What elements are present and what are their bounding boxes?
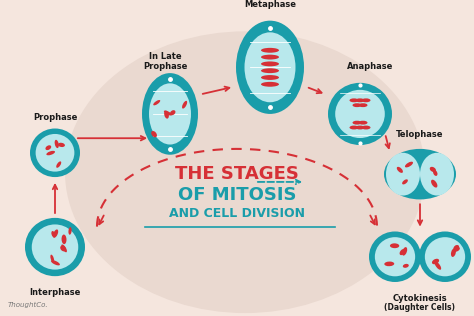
- Ellipse shape: [164, 111, 169, 118]
- Ellipse shape: [53, 229, 58, 238]
- Ellipse shape: [32, 224, 78, 270]
- Ellipse shape: [356, 98, 365, 102]
- Ellipse shape: [402, 179, 408, 185]
- Ellipse shape: [50, 255, 54, 262]
- Ellipse shape: [454, 247, 460, 252]
- Ellipse shape: [390, 243, 399, 248]
- Ellipse shape: [261, 48, 279, 53]
- Text: THE STAGES: THE STAGES: [175, 165, 299, 183]
- Ellipse shape: [400, 249, 405, 255]
- Ellipse shape: [432, 259, 439, 264]
- Ellipse shape: [164, 111, 172, 116]
- Ellipse shape: [170, 110, 175, 115]
- Ellipse shape: [353, 121, 362, 125]
- Text: Telophase: Telophase: [396, 130, 444, 139]
- Ellipse shape: [433, 170, 438, 176]
- Text: Prophase: Prophase: [33, 113, 77, 122]
- Ellipse shape: [358, 121, 367, 125]
- Text: (Daughter Cells): (Daughter Cells): [384, 303, 456, 313]
- Ellipse shape: [358, 103, 367, 107]
- Ellipse shape: [369, 232, 421, 282]
- Ellipse shape: [149, 83, 191, 144]
- Ellipse shape: [405, 162, 413, 167]
- Ellipse shape: [425, 237, 465, 276]
- Ellipse shape: [30, 129, 80, 177]
- Ellipse shape: [431, 180, 438, 188]
- Ellipse shape: [261, 55, 279, 59]
- Ellipse shape: [46, 151, 55, 155]
- Ellipse shape: [454, 245, 459, 251]
- Ellipse shape: [335, 90, 385, 138]
- Ellipse shape: [236, 21, 304, 114]
- Ellipse shape: [62, 234, 66, 244]
- Ellipse shape: [386, 153, 420, 196]
- Ellipse shape: [142, 73, 198, 155]
- Ellipse shape: [55, 140, 59, 148]
- Ellipse shape: [68, 227, 72, 235]
- Text: Prophase: Prophase: [143, 62, 187, 71]
- Ellipse shape: [384, 262, 394, 266]
- Ellipse shape: [384, 149, 456, 199]
- Ellipse shape: [60, 246, 66, 251]
- Ellipse shape: [356, 125, 365, 130]
- Ellipse shape: [65, 31, 425, 313]
- Ellipse shape: [151, 131, 157, 137]
- Ellipse shape: [56, 161, 61, 168]
- Ellipse shape: [435, 262, 441, 270]
- Ellipse shape: [362, 125, 371, 130]
- Ellipse shape: [182, 101, 187, 109]
- Ellipse shape: [245, 32, 295, 102]
- Ellipse shape: [349, 98, 358, 102]
- Ellipse shape: [397, 167, 403, 173]
- Ellipse shape: [419, 232, 471, 282]
- Ellipse shape: [362, 98, 371, 102]
- Text: In Late: In Late: [149, 52, 182, 62]
- Ellipse shape: [58, 143, 65, 147]
- Text: OF MITOSIS: OF MITOSIS: [178, 185, 296, 204]
- Ellipse shape: [451, 248, 456, 257]
- Ellipse shape: [61, 245, 67, 252]
- Ellipse shape: [402, 247, 407, 256]
- Ellipse shape: [261, 68, 279, 73]
- Ellipse shape: [46, 145, 51, 150]
- Ellipse shape: [261, 75, 279, 80]
- Ellipse shape: [375, 237, 415, 276]
- Ellipse shape: [403, 264, 409, 268]
- Ellipse shape: [261, 82, 279, 87]
- Ellipse shape: [36, 134, 74, 172]
- Text: Anaphase: Anaphase: [347, 62, 393, 71]
- Ellipse shape: [328, 83, 392, 145]
- Ellipse shape: [153, 100, 160, 105]
- Ellipse shape: [353, 103, 362, 107]
- Ellipse shape: [420, 153, 454, 196]
- Ellipse shape: [51, 231, 55, 237]
- Ellipse shape: [349, 125, 358, 130]
- Ellipse shape: [261, 62, 279, 66]
- Ellipse shape: [25, 218, 85, 276]
- Text: Interphase: Interphase: [29, 288, 81, 297]
- Ellipse shape: [430, 167, 436, 172]
- Ellipse shape: [51, 260, 60, 265]
- Text: Cytokinesis: Cytokinesis: [392, 294, 447, 303]
- Text: ThoughtCo.: ThoughtCo.: [8, 302, 49, 308]
- Text: Metaphase: Metaphase: [244, 0, 296, 9]
- Text: AND CELL DIVISION: AND CELL DIVISION: [169, 207, 305, 220]
